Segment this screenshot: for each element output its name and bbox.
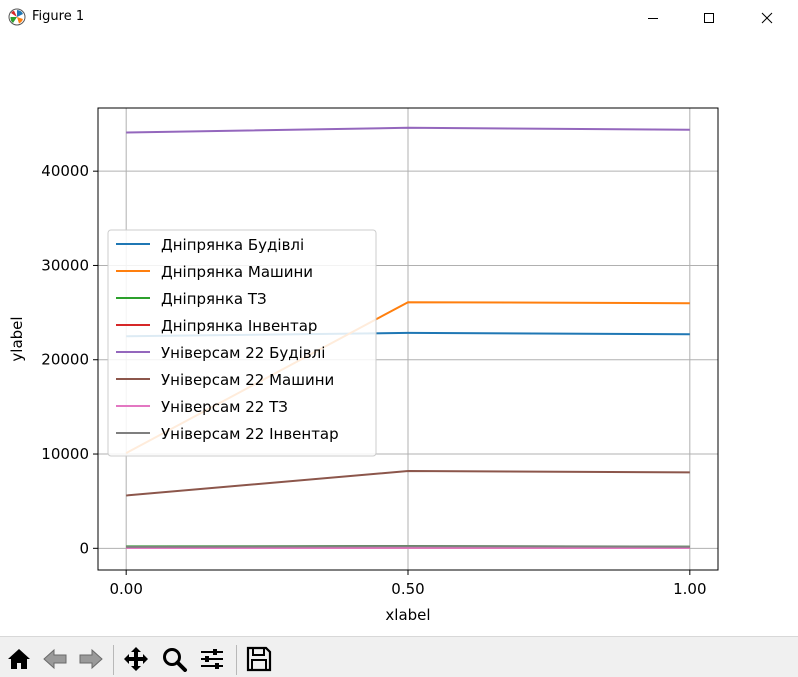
x-tick-label: 0.00	[109, 580, 142, 598]
y-tick-label: 0	[79, 539, 89, 557]
forward-icon	[78, 647, 104, 671]
matplotlib-logo-icon	[8, 8, 26, 26]
y-tick-label: 20000	[41, 351, 89, 369]
maximize-icon	[703, 12, 715, 24]
x-tick-label: 1.00	[673, 580, 706, 598]
toolbar-separator	[236, 645, 237, 675]
back-icon	[42, 647, 68, 671]
legend-label: Дніпрянка Інвентар	[161, 317, 317, 335]
line-chart: 0.00 0.50 1.00 0 10000 20000 30000 40000 xlabel y…	[0, 36, 798, 636]
pan-button[interactable]	[122, 645, 150, 673]
navigation-toolbar	[0, 636, 798, 677]
y-tick-label: 10000	[41, 445, 89, 463]
minimize-button[interactable]	[630, 0, 676, 36]
save-icon	[245, 646, 273, 672]
home-button[interactable]	[5, 645, 33, 673]
y-axis-label: ylabel	[8, 316, 26, 361]
close-button[interactable]	[744, 0, 790, 36]
zoom-button[interactable]	[161, 645, 189, 673]
y-tick-label: 40000	[41, 162, 89, 180]
toolbar-separator	[113, 645, 114, 675]
save-button[interactable]	[245, 645, 273, 673]
legend-label: Дніпрянка Будівлі	[161, 236, 304, 254]
legend-label: Універсам 22 Інвентар	[161, 425, 339, 443]
minimize-icon	[647, 12, 659, 24]
legend-label: Дніпрянка ТЗ	[161, 290, 267, 308]
legend-label: Універсам 22 Будівлі	[161, 344, 325, 362]
x-tick-label: 0.50	[391, 580, 424, 598]
figure-canvas[interactable]: 0.00 0.50 1.00 0 10000 20000 30000 40000 xlabel y…	[0, 36, 798, 636]
configure-subplots-icon	[198, 646, 226, 672]
maximize-button[interactable]	[686, 0, 732, 36]
pan-icon	[122, 646, 150, 672]
legend-label: Універсам 22 ТЗ	[161, 398, 288, 416]
back-button[interactable]	[41, 645, 69, 673]
title-bar: Figure 1	[0, 0, 798, 36]
close-icon	[761, 12, 773, 24]
legend-label: Універсам 22 Машини	[161, 371, 334, 389]
series-line	[126, 546, 690, 547]
configure-subplots-button[interactable]	[198, 645, 226, 673]
window-title: Figure 1	[32, 9, 84, 24]
zoom-icon	[161, 646, 189, 672]
forward-button[interactable]	[77, 645, 105, 673]
x-axis-label: xlabel	[385, 606, 430, 624]
legend-label: Дніпрянка Машини	[161, 263, 313, 281]
home-icon	[6, 647, 32, 671]
y-tick-label: 30000	[41, 256, 89, 274]
